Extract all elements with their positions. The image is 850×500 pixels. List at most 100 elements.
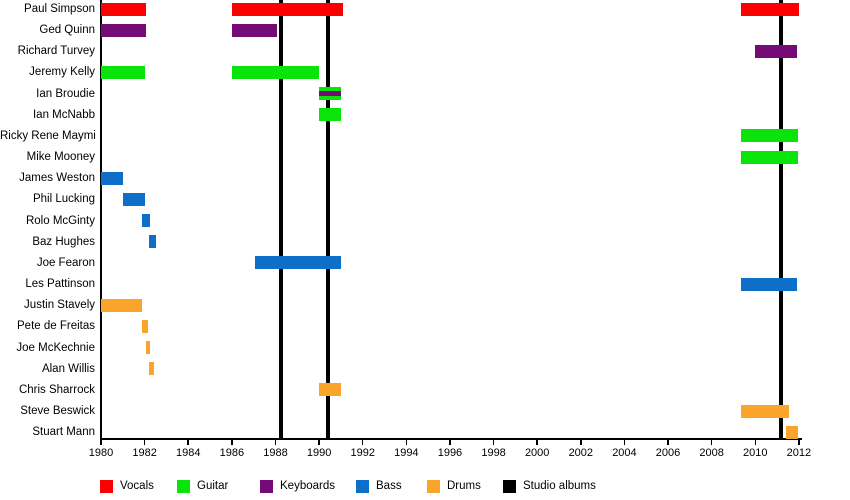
legend-item-vocals: Vocals	[100, 480, 154, 493]
tenure-bar	[101, 298, 143, 312]
member-label: Steve Beswick	[20, 405, 95, 418]
tenure-bar	[319, 87, 341, 101]
axis-tick	[580, 440, 582, 445]
legend-swatch-bass	[356, 480, 369, 493]
axis-tick	[754, 440, 757, 445]
tenure-bar	[741, 277, 797, 291]
axis-tick	[231, 440, 233, 445]
axis-tick	[100, 440, 102, 445]
axis-tick	[667, 440, 669, 445]
legend-item-albums: Studio albums	[503, 480, 596, 493]
studio-album-line	[278, 0, 283, 438]
tenure-bar	[319, 383, 341, 397]
axis-tick	[361, 440, 364, 445]
member-label: Joe Fearon	[36, 256, 95, 269]
member-label: Ian Broudie	[36, 87, 95, 100]
axis-tick-label: 2000	[524, 447, 550, 459]
axis-tick	[143, 440, 146, 445]
legend-item-bass: Bass	[356, 480, 402, 493]
legend-swatch-albums	[503, 480, 516, 493]
axis-tick	[492, 440, 495, 445]
legend-swatch-vocals	[100, 480, 113, 493]
member-label: Ian McNabb	[32, 108, 95, 121]
axis-tick	[710, 440, 713, 445]
member-label: James Weston	[19, 172, 95, 185]
tenure-bar	[145, 341, 151, 355]
axis-tick	[449, 440, 451, 445]
axis-tick	[798, 440, 800, 445]
member-label: Rolo McGinty	[25, 214, 95, 227]
member-label: Pete de Freitas	[17, 320, 95, 333]
tenure-bar	[101, 65, 146, 79]
legend-label: Keyboards	[280, 480, 335, 492]
axis-tick-label: 2010	[743, 447, 768, 459]
axis-tick-label: 1986	[219, 447, 245, 459]
axis-tick-label: 2002	[568, 447, 594, 459]
x-axis	[100, 438, 802, 440]
legend-swatch-guitar	[177, 480, 190, 493]
tenure-bar	[741, 150, 798, 164]
axis-tick	[274, 440, 277, 445]
legend-item-guitar: Guitar	[177, 480, 228, 493]
member-label: Chris Sharrock	[18, 383, 95, 396]
tenure-bar	[142, 214, 151, 228]
axis-tick-label: 1998	[481, 447, 506, 459]
secondary-role-stripe	[319, 91, 341, 97]
legend-swatch-drums	[427, 480, 440, 493]
tenure-bar	[741, 2, 799, 16]
member-label: Joe McKechnie	[16, 341, 95, 354]
tenure-bar	[142, 319, 148, 333]
studio-album-line	[779, 0, 784, 438]
member-label: Baz Hughes	[32, 235, 95, 248]
legend-label: Bass	[376, 480, 402, 492]
axis-tick-label: 2006	[655, 447, 681, 459]
tenure-bar	[785, 425, 798, 439]
legend-item-keyboards: Keyboards	[260, 480, 335, 493]
member-label: Jeremy Kelly	[29, 66, 95, 79]
legend-label: Drums	[447, 480, 481, 492]
legend-swatch-keyboards	[260, 480, 273, 493]
axis-tick	[536, 440, 538, 445]
member-label: Paul Simpson	[24, 3, 95, 15]
member-label: Ricky Rene Maymi	[0, 129, 96, 142]
legend-label: Vocals	[120, 480, 154, 492]
axis-tick-label: 2004	[612, 447, 637, 459]
member-label: Ged Quinn	[39, 24, 95, 37]
tenure-bar	[148, 362, 155, 376]
tenure-bar	[755, 44, 797, 58]
axis-tick	[318, 440, 320, 445]
tenure-bar	[741, 404, 790, 418]
axis-tick	[405, 440, 408, 445]
axis-tick-label: 1982	[132, 447, 157, 459]
axis-tick	[623, 440, 626, 445]
member-label: Justin Stavely	[24, 299, 95, 312]
member-label: Les Pattinson	[25, 278, 95, 291]
y-axis	[100, 0, 102, 440]
member-label: Alan Willis	[41, 362, 95, 375]
axis-tick-label: 1990	[306, 447, 332, 459]
tenure-bar	[101, 2, 146, 16]
tenure-bar	[254, 256, 341, 270]
studio-album-line	[325, 0, 330, 438]
axis-tick-label: 2008	[699, 447, 724, 459]
tenure-bar	[231, 2, 344, 16]
tenure-bar	[319, 108, 341, 122]
member-label: Mike Mooney	[26, 151, 95, 164]
legend-item-drums: Drums	[427, 480, 481, 493]
axis-tick-label: 1984	[175, 447, 201, 459]
tenure-bar	[741, 129, 798, 143]
axis-tick-label: 1980	[88, 447, 114, 459]
legend-label: Studio albums	[523, 480, 596, 492]
tenure-bar	[148, 235, 156, 249]
axis-tick-label: 1992	[350, 447, 375, 459]
axis-tick-label: 1996	[437, 447, 463, 459]
axis-tick	[187, 440, 189, 445]
tenure-bar	[101, 171, 123, 185]
legend-label: Guitar	[197, 480, 229, 492]
tenure-bar	[122, 192, 145, 206]
axis-tick-label: 1994	[394, 447, 419, 459]
tenure-bar	[231, 65, 320, 79]
axis-tick-label: 1988	[263, 447, 288, 459]
